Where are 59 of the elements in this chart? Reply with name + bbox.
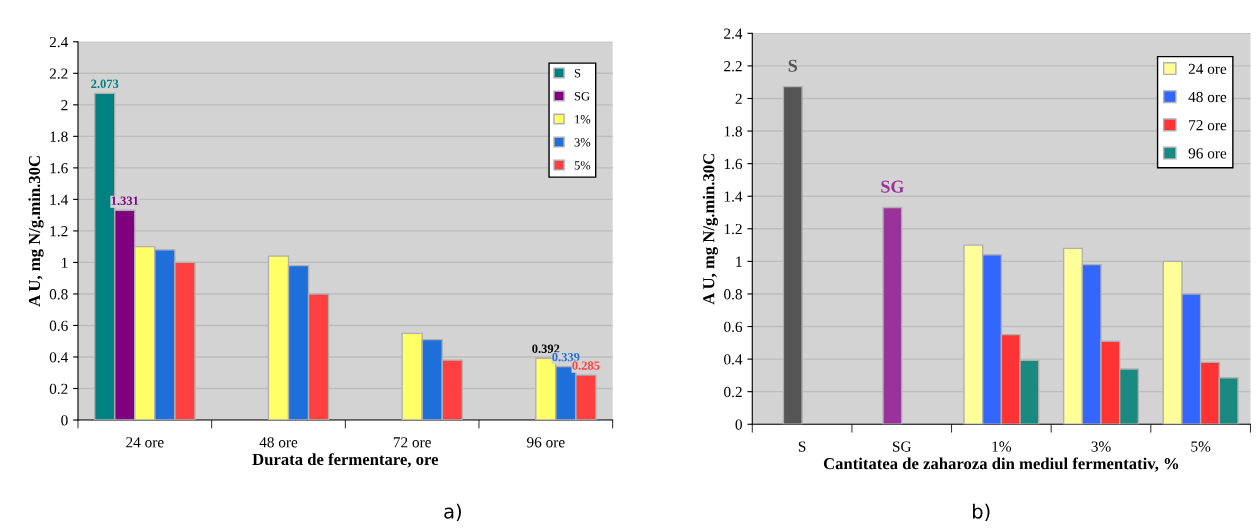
- data-label: 0.392: [532, 344, 560, 353]
- y-tick-label: 0: [61, 415, 68, 426]
- legend-label: 24 ore: [1188, 63, 1227, 75]
- y-tick-label: 0.4: [724, 354, 743, 365]
- y-tick-label: 0.8: [49, 289, 68, 300]
- legend-label: 96 ore: [1188, 148, 1227, 159]
- y-axis-title: A U, mg N/g.min.30C: [702, 154, 718, 305]
- y-tick-label: 1.4: [50, 194, 69, 205]
- y-tick-label: 0.6: [49, 320, 68, 331]
- y-tick-label: 2: [735, 93, 742, 104]
- x-tick-label: 3%: [1091, 441, 1111, 452]
- data-label: 0.339: [552, 352, 580, 362]
- legend-label: 72 ore: [1189, 120, 1227, 131]
- y-tick-label: 2.4: [724, 28, 743, 39]
- y-tick-label: 2: [61, 100, 68, 111]
- x-tick-label: 48 ore: [259, 437, 298, 448]
- y-tick-label: 0.6: [724, 321, 743, 333]
- y-tick-label: 0.8: [724, 289, 742, 300]
- legend-label: 1%: [575, 115, 591, 124]
- y-tick-label: 1.4: [724, 191, 743, 202]
- y-tick-label: 2.4: [49, 36, 69, 48]
- bar: [782, 85, 803, 425]
- y-axis-title: A U, mg N/g.min.30C: [28, 156, 44, 307]
- x-tick-label: 5%: [1191, 441, 1211, 452]
- x-tick-label: SG: [892, 441, 912, 452]
- legend-label: S: [574, 69, 581, 78]
- x-axis-title: Durata de fermentare, ore: [252, 453, 439, 468]
- y-tick-label: 1: [61, 257, 68, 268]
- y-tick-label: 0.2: [724, 386, 742, 398]
- annotation: S: [788, 59, 798, 72]
- x-tick-label: 72 ore: [393, 437, 431, 448]
- y-tick-label: 0.4: [49, 352, 69, 363]
- y-tick-label: 1.6: [724, 158, 743, 170]
- x-axis-title: Cantitatea de zaharoza din mediul fermentativ, %: [823, 457, 1179, 472]
- data-label: 1.331: [111, 196, 139, 205]
- legend-label: 48 ore: [1188, 91, 1227, 103]
- data-label: 2.073: [91, 79, 119, 89]
- legend-label: 3%: [574, 138, 591, 147]
- y-tick-label: 1.8: [50, 131, 68, 142]
- legend-label: 5%: [574, 161, 591, 170]
- annotation: SG: [881, 180, 904, 193]
- legend-label: SG: [574, 92, 590, 101]
- y-tick-label: 0.2: [49, 383, 68, 395]
- y-tick-label: 1.8: [724, 126, 742, 137]
- x-tick-label: 24 ore: [126, 437, 164, 448]
- y-tick-label: 1.2: [50, 226, 68, 237]
- data-label: 0.285: [572, 361, 600, 370]
- y-tick-label: 1.2: [724, 223, 742, 235]
- x-tick-label: 1%: [992, 441, 1012, 452]
- x-tick-label: 96 ore: [527, 437, 565, 448]
- bar: [882, 206, 903, 425]
- text: b): [973, 503, 990, 521]
- y-tick-label: 1.6: [50, 163, 68, 174]
- y-tick-label: 2.2: [724, 61, 742, 72]
- y-tick-label: 2.2: [49, 68, 68, 79]
- y-tick-label: 1: [736, 256, 742, 267]
- y-tick-label: 0: [735, 419, 742, 430]
- text: a): [444, 503, 461, 521]
- x-tick-label: S: [798, 441, 806, 452]
